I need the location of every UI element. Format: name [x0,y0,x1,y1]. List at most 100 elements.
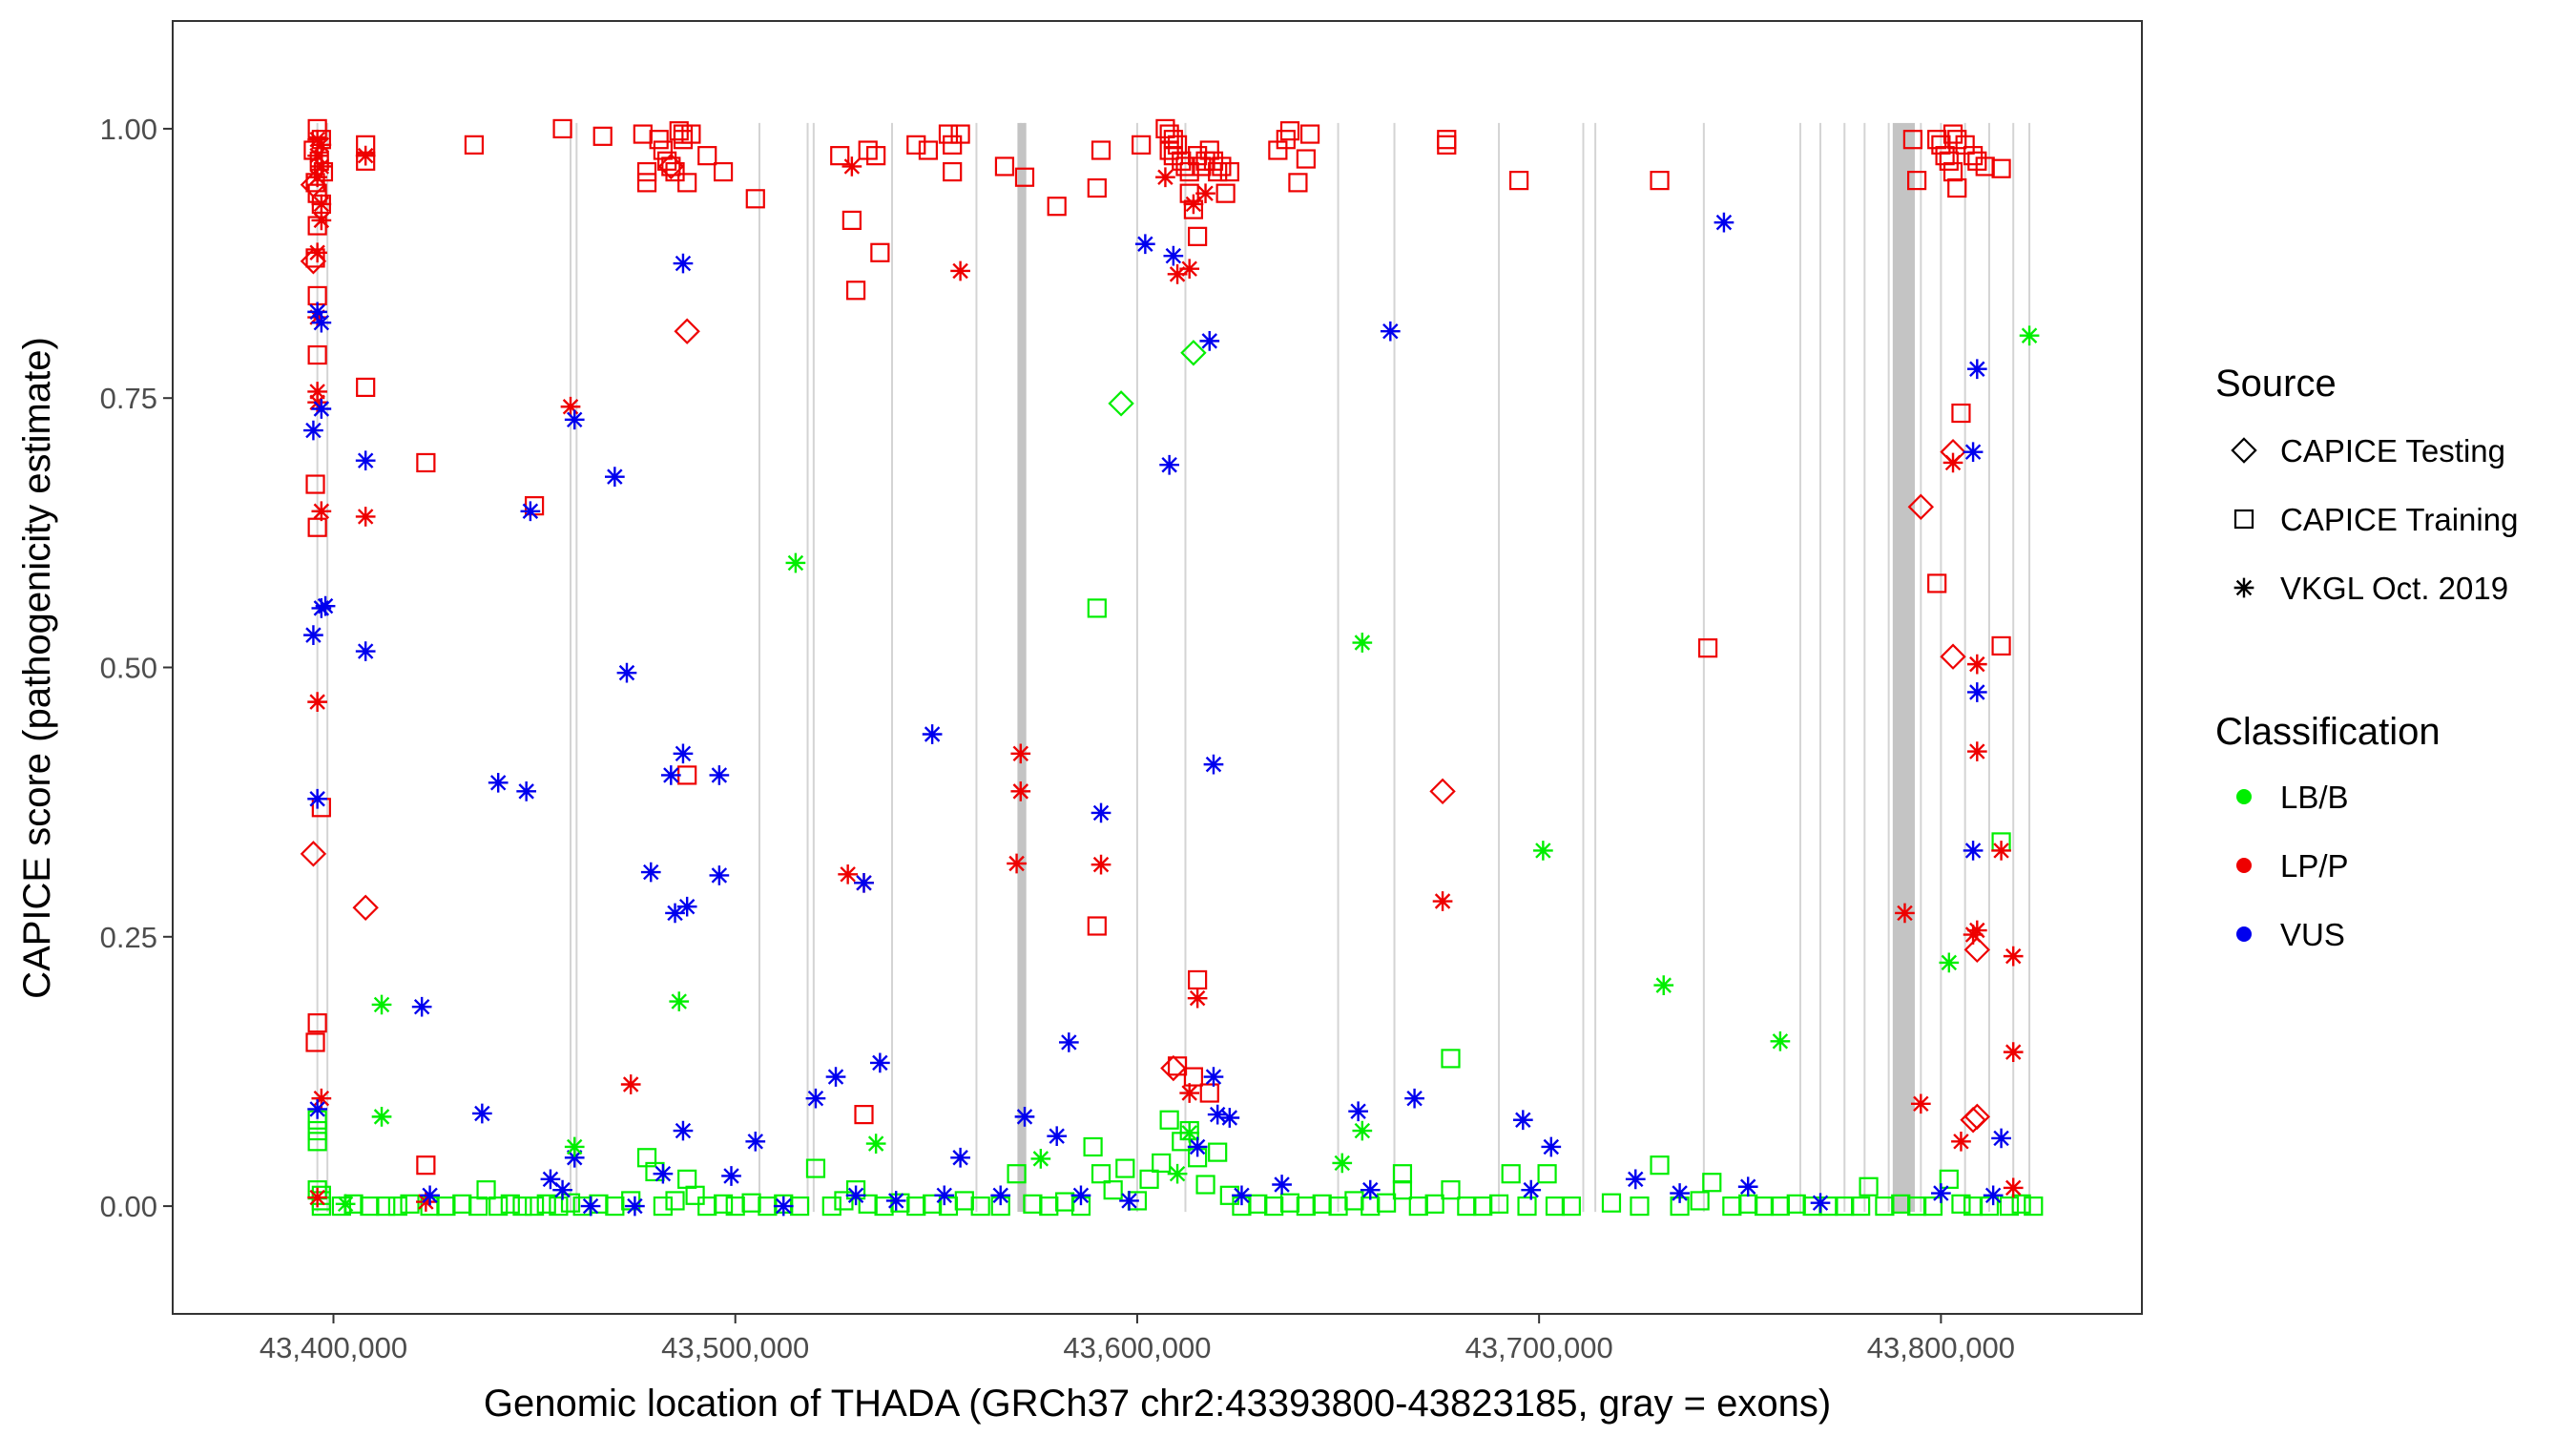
data-point [2019,325,2040,346]
y-tick-label: 0.50 [100,652,157,685]
data-point [360,1196,380,1217]
data-point [1279,121,1300,141]
data-point [1155,167,1175,188]
data-point [1951,403,1971,424]
data-point [1533,841,1553,861]
legend-source-label: CAPICE Training [2280,502,2518,537]
data-point [697,146,717,166]
data-point [805,1158,826,1178]
data-point [1296,149,1316,169]
data-point [1991,635,2011,656]
data-point [471,1103,492,1124]
data-point [1163,245,1184,266]
data-point [1851,1196,1871,1217]
data-point [1179,259,1200,280]
data-point [564,1136,585,1157]
data-point [697,1196,717,1217]
data-point [994,156,1015,177]
data-point [305,474,325,494]
data-point [870,242,890,262]
data-point [2003,946,2024,967]
data-point [1424,1194,1444,1214]
data-point [923,1194,943,1214]
legend-class-title: Classification [2215,711,2441,753]
data-point [1312,1194,1332,1214]
data-point [858,1194,878,1214]
data-point [1348,1101,1368,1122]
data-point [1966,359,1987,380]
data-point [604,467,625,487]
data-point [371,1107,392,1127]
data-point [1625,1169,1646,1190]
data-point [540,1169,561,1190]
data-point [307,1120,327,1141]
data-point [1437,135,1457,155]
data-point [311,312,332,333]
data-point [1432,891,1453,911]
data-point [307,302,327,323]
data-point [1630,1196,1650,1217]
data-point [1786,1194,1806,1214]
data-point [865,1134,886,1154]
data-point [500,1194,520,1214]
data-point [1690,1191,1710,1211]
data-point [1891,1194,1911,1214]
data-point [1014,1107,1035,1127]
data-point [721,1166,741,1186]
legend-source-title: Source [2215,363,2337,405]
data-point [660,765,681,785]
data-point [1135,234,1155,255]
data-point [1380,321,1401,342]
data-point [834,1191,854,1211]
data-point [1501,1164,1521,1184]
data-point [970,1196,990,1217]
data-point [303,420,323,441]
data-point [488,772,509,793]
data-point [2003,1177,2024,1198]
data-point [1014,167,1035,187]
data-point [1999,1196,2020,1217]
legend-source-key [2233,577,2254,598]
data-point [943,161,963,182]
data-point [665,903,685,924]
y-tick-label: 0.75 [100,382,157,415]
data-point [549,1196,569,1217]
data-point [1810,1193,1831,1214]
x-tick-label: 43,600,000 [1063,1331,1211,1364]
data-point [1951,1131,1971,1152]
data-point [1070,1185,1091,1206]
data-point [938,124,959,144]
data-point [1288,173,1308,193]
data-point [950,1147,970,1168]
data-point [355,450,376,471]
x-tick-label: 43,400,000 [260,1331,407,1364]
data-point [1159,140,1179,160]
data-point [1152,1153,1172,1174]
data-point [307,1187,327,1208]
data-point [709,765,730,785]
data-point [885,1191,906,1211]
data-point [580,1196,601,1217]
data-point [355,145,376,166]
data-point [1207,1104,1228,1125]
data-point [1352,633,1373,653]
data-point [1232,1185,1252,1206]
data-point [1167,1163,1188,1184]
data-point [560,1193,581,1213]
data-point [1188,226,1208,246]
data-point [416,452,436,473]
data-point [1108,390,1134,417]
data-point [1947,177,1967,198]
data-point [922,724,943,744]
data-point [681,124,701,144]
data-point [1963,841,1984,861]
data-point [1091,1164,1111,1184]
data-point [1670,1183,1690,1203]
data-point [307,692,327,712]
data-point [1939,952,1960,973]
data-point [1203,1067,1224,1087]
data-point [854,1105,874,1125]
data-point [938,1196,959,1217]
data-point [536,1194,556,1214]
data-point [592,126,613,146]
